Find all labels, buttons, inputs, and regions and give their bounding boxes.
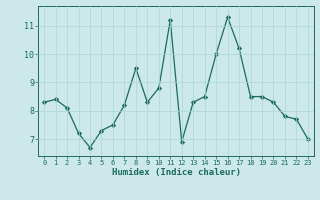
X-axis label: Humidex (Indice chaleur): Humidex (Indice chaleur) xyxy=(111,168,241,177)
